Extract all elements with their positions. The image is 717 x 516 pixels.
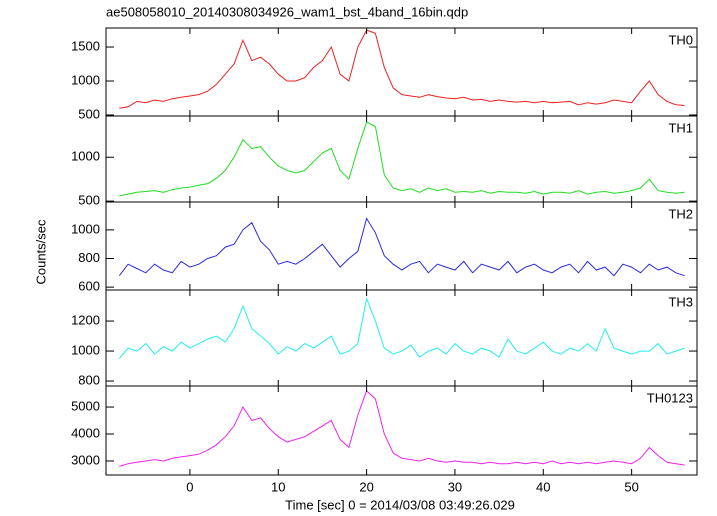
panel-label: TH0123 — [647, 390, 693, 405]
y-tick-label: 1000 — [71, 342, 100, 357]
y-tick-label: 800 — [78, 250, 100, 265]
panel-frame — [105, 385, 698, 476]
y-tick-label: 5000 — [71, 398, 100, 413]
y-tick-label: 600 — [78, 279, 100, 294]
panel-label: TH3 — [668, 294, 693, 309]
panel-label: TH1 — [668, 120, 693, 135]
y-tick-label: 1000 — [71, 149, 100, 164]
x-tick-label: 30 — [448, 479, 462, 494]
panel-frame — [105, 27, 698, 117]
x-tick-label: 0 — [186, 479, 193, 494]
panel-label: TH2 — [668, 206, 693, 221]
x-tick-label: 20 — [359, 479, 373, 494]
y-tick-label: 800 — [78, 372, 100, 387]
y-tick-label: 1200 — [71, 312, 100, 327]
light-curve — [119, 29, 685, 109]
light-curve — [118, 296, 685, 359]
y-tick-label: 1000 — [71, 221, 100, 236]
y-tick-label: 500 — [78, 193, 100, 208]
panel-frame — [105, 115, 698, 203]
y-tick-label: 1500 — [71, 38, 100, 53]
panel-frame — [105, 289, 698, 387]
x-tick-label: 10 — [271, 479, 285, 494]
y-tick-label: 500 — [78, 106, 100, 121]
light-curve — [118, 217, 685, 277]
x-tick-label: 50 — [624, 479, 638, 494]
y-tick-label: 3000 — [71, 452, 100, 467]
panel-label: TH0 — [668, 32, 693, 47]
light-curve — [119, 121, 685, 197]
y-tick-label: 1000 — [71, 72, 100, 87]
x-tick-label: 40 — [536, 479, 550, 494]
y-axis-label: Counts/sec — [33, 219, 48, 285]
light-curve — [119, 390, 685, 467]
x-axis-label: Time [sec] 0 = 2014/03/08 03:49:26.029 — [285, 497, 515, 512]
y-tick-label: 4000 — [71, 425, 100, 440]
chart-title: ae508058010_20140308034926_wam1_bst_4ban… — [106, 4, 468, 19]
panel-frame — [105, 201, 698, 291]
